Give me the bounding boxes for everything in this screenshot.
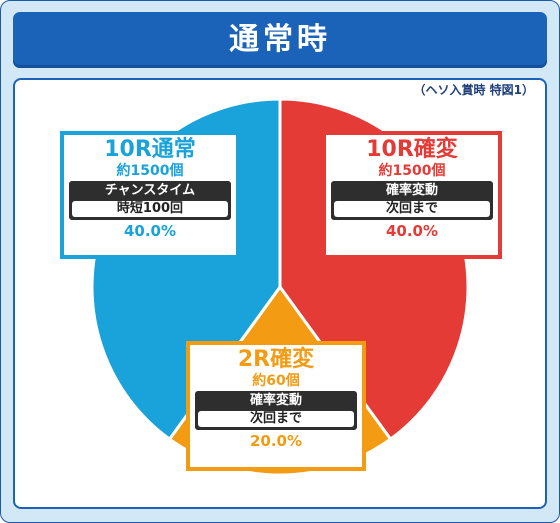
- slice-percent: 40.0%: [123, 222, 177, 240]
- slice-label-10r-normal: 10R通常 約1500個 チャンスタイム 時短100回 40.0%: [60, 131, 240, 259]
- slice-detail-bottom: 時短100回: [72, 201, 228, 217]
- slice-label-10r-kakuhen: 10R確変 約1500個 確率変動 次回まで 40.0%: [322, 131, 502, 259]
- slice-name: 2R確変: [237, 347, 315, 372]
- slice-detail-top: チャンスタイム: [104, 183, 196, 198]
- header-bar: 通常時: [13, 12, 547, 68]
- slice-detail-top: 確率変動: [385, 183, 438, 198]
- slice-detail-top: 確率変動: [249, 393, 302, 408]
- page-title: 通常時: [229, 22, 331, 57]
- slice-label-2r-kakuhen: 2R確変 約60個 確率変動 次回まで 20.0%: [186, 341, 366, 471]
- condition-note: （ヘソ入賞時 特図1）: [413, 83, 534, 97]
- slice-detail: 確率変動 次回まで: [331, 181, 493, 220]
- slice-detail: チャンスタイム 時短100回: [69, 181, 231, 220]
- slice-count: 約60個: [252, 373, 300, 389]
- slice-count: 約1500個: [378, 163, 446, 179]
- slice-name: 10R確変: [366, 137, 458, 162]
- slice-percent: 40.0%: [385, 222, 439, 240]
- slice-detail-bottom: 次回まで: [198, 411, 354, 427]
- slice-count: 約1500個: [116, 163, 184, 179]
- slice-detail-bottom: 次回まで: [334, 201, 490, 217]
- slice-name: 10R通常: [104, 137, 196, 162]
- slice-percent: 20.0%: [249, 432, 303, 450]
- slice-detail: 確率変動 次回まで: [195, 391, 357, 430]
